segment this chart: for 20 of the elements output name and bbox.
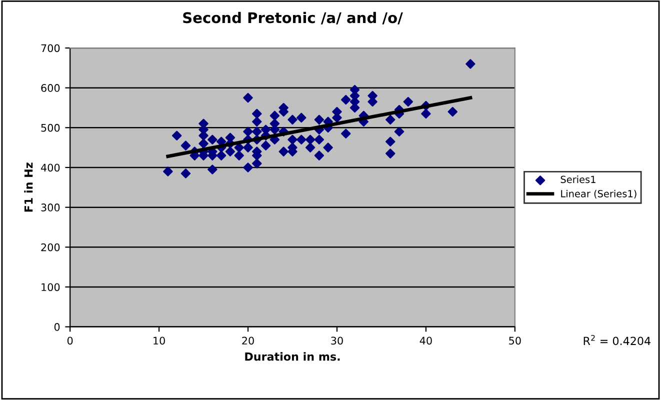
y-tick-label: 0 <box>54 323 60 331</box>
chart-title: Second Pretonic /a/ and /o/ <box>183 12 403 24</box>
text: R$^{2}$ = 0.4204 <box>584 334 650 346</box>
x-tick-label: 20 <box>242 336 254 345</box>
x-tick-label: 50 <box>509 336 521 345</box>
y-axis-title: F1 in Hz <box>24 162 33 212</box>
y-tick-label: 500 <box>41 124 60 132</box>
x-tick-label: 0 <box>67 336 73 345</box>
legend-label: Linear (Series1) <box>561 190 636 198</box>
y-tick-label: 200 <box>41 243 60 252</box>
y-tick-label: 700 <box>41 44 60 52</box>
y-tick-label: 600 <box>41 84 60 92</box>
y-tick-label: 400 <box>40 164 60 172</box>
x-axis-title: Duration in ms. <box>245 352 340 361</box>
y-tick-label: 300 <box>41 204 60 212</box>
y-tick-label: 100 <box>42 283 60 292</box>
x-tick-label: 30 <box>331 336 343 345</box>
x-tick-label: 10 <box>154 336 165 345</box>
legend-label: Series1 <box>560 176 596 184</box>
x-tick-label: 40 <box>420 336 432 345</box>
